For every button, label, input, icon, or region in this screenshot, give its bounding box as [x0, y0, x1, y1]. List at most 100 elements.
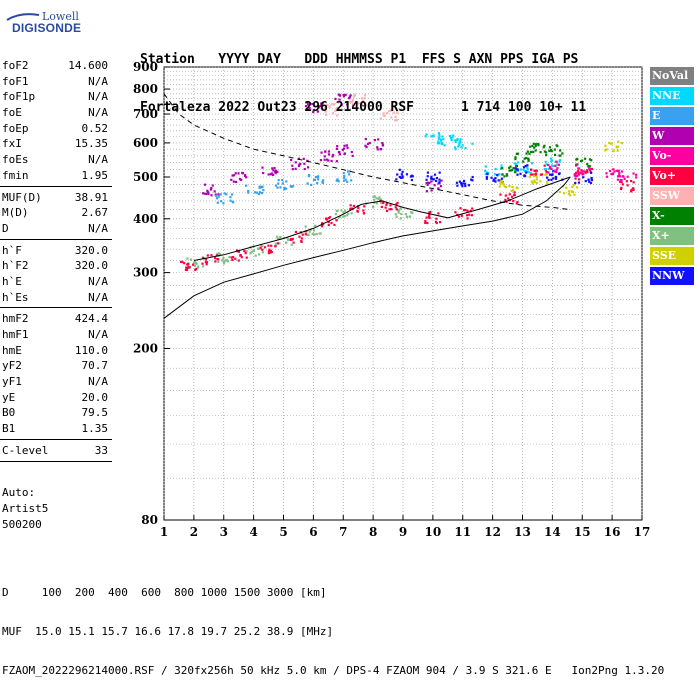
data-point-sse	[535, 175, 538, 179]
data-point-w	[270, 172, 273, 175]
data-point-nnw	[519, 172, 522, 175]
data-point-x-	[221, 259, 224, 262]
data-point-ssw	[351, 99, 355, 102]
data-point-x-	[314, 224, 317, 227]
data-point-vo-	[454, 211, 457, 214]
data-point-vo-	[385, 209, 389, 213]
data-point-x-	[579, 159, 583, 163]
data-point-nnw	[433, 173, 437, 176]
data-point-nnw	[425, 178, 428, 181]
data-point-x-	[186, 257, 189, 260]
param-row: hmF2 424.4	[0, 311, 112, 327]
data-point-nne	[452, 134, 455, 137]
data-point-vo-	[362, 212, 366, 215]
data-point-nne	[440, 142, 444, 145]
data-point-e	[229, 199, 232, 202]
data-point-sse	[528, 175, 531, 179]
data-point-nnw	[522, 166, 526, 169]
param-row: foEp 0.52	[0, 121, 112, 137]
data-point-nne	[448, 134, 451, 138]
y-tick-label: 500	[133, 170, 158, 184]
data-point-nne	[437, 132, 441, 135]
data-point-w	[316, 110, 319, 113]
param-key: foEp	[2, 121, 29, 135]
data-point-e	[344, 178, 347, 181]
data-point-ssw	[336, 114, 339, 117]
data-point-x-	[503, 175, 506, 178]
plot-frame	[163, 66, 643, 521]
data-point-w	[203, 192, 206, 195]
hdr-label: PS	[562, 52, 579, 67]
data-point-w	[425, 190, 428, 193]
data-point-w	[238, 177, 242, 181]
data-point-vo-	[180, 260, 183, 263]
data-point-vo-	[576, 170, 579, 173]
data-point-vo-	[529, 168, 533, 171]
data-point-vo-	[556, 167, 559, 170]
data-point-ssw	[390, 116, 393, 119]
data-point-x-	[193, 264, 197, 267]
data-point-w	[304, 104, 308, 108]
data-point-x-	[274, 242, 277, 245]
data-point-x-	[287, 238, 290, 242]
data-point-w	[342, 93, 345, 97]
data-point-w	[342, 147, 346, 150]
data-point-w	[291, 168, 294, 171]
data-point-e	[308, 173, 311, 177]
data-point-x-	[510, 169, 513, 172]
data-point-vo-	[320, 225, 324, 228]
data-point-w	[428, 181, 431, 184]
hdr-label: FFS	[421, 52, 446, 67]
data-point-nne	[558, 159, 562, 162]
data-point-x-	[553, 153, 557, 156]
data-point-sse	[617, 145, 620, 148]
data-point-x-	[372, 205, 375, 208]
data-point-ssw	[349, 100, 352, 103]
data-point-vo-	[261, 248, 264, 251]
hdr-label: YYYY	[218, 52, 250, 67]
data-point-nnw	[426, 175, 429, 178]
data-point-w	[317, 106, 320, 109]
data-point-vo-	[466, 209, 469, 212]
data-point-nnw	[587, 178, 590, 181]
data-point-ssw	[326, 103, 329, 107]
data-point-e	[219, 193, 222, 196]
hdr-value: Fortaleza	[140, 100, 211, 115]
data-point-x-	[527, 159, 530, 162]
data-point-w	[327, 159, 330, 162]
data-point-e	[255, 191, 259, 194]
data-point-w	[232, 180, 235, 183]
data-point-x-	[533, 146, 536, 149]
param-value: 320.0	[74, 259, 108, 273]
data-point-vo-	[626, 175, 629, 178]
param-row: B1 1.35	[0, 421, 112, 437]
data-point-nnw	[516, 173, 519, 176]
data-point-vo-	[301, 233, 304, 236]
data-point-vo-	[635, 173, 638, 176]
data-point-vo-	[267, 244, 270, 247]
data-point-w	[341, 148, 344, 151]
data-point-vo-	[586, 169, 589, 172]
data-point-vo-	[298, 235, 301, 238]
data-point-nnw	[496, 173, 499, 177]
data-point-sse	[615, 145, 618, 148]
data-point-vo-	[465, 214, 469, 217]
data-point-vo-	[505, 200, 508, 203]
data-point-nnw	[516, 168, 519, 171]
data-point-x-	[545, 154, 548, 157]
data-point-vo-	[205, 261, 209, 264]
param-value: 1.35	[81, 422, 109, 436]
data-point-sse	[511, 185, 514, 189]
data-point-x-	[561, 152, 564, 155]
data-point-w	[297, 157, 301, 160]
data-point-w	[291, 164, 294, 167]
data-point-nne	[432, 135, 435, 138]
data-point-vo-	[438, 221, 442, 224]
data-point-x-	[559, 149, 562, 152]
param-row: h`F2 320.0	[0, 258, 112, 274]
x-tick-label: 2	[190, 525, 198, 539]
data-point-w	[350, 150, 353, 154]
data-point-x-	[514, 158, 517, 161]
data-point-sse	[617, 140, 620, 143]
data-point-ssw	[335, 107, 339, 110]
